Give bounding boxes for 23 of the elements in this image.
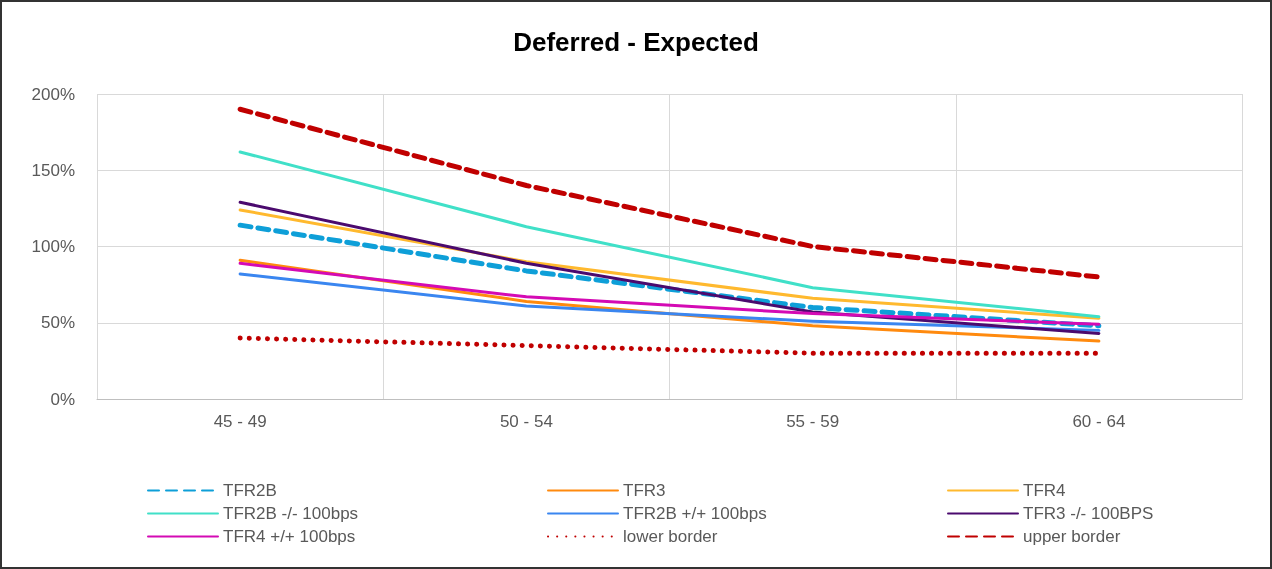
y-tick-label: 100% bbox=[31, 237, 75, 256]
legend-label: TFR4 +/+ 100bps bbox=[223, 527, 356, 546]
y-tick-label: 50% bbox=[40, 313, 75, 333]
line-series bbox=[238, 261, 1101, 326]
legend-label: TFR2B +/+ 100bps bbox=[623, 504, 767, 523]
legend-label: TFR3 -/- 100BPS bbox=[1023, 504, 1154, 523]
line-series bbox=[238, 200, 1101, 335]
legend-label: upper border bbox=[1023, 527, 1121, 546]
x-tick-label: 55 - 59 bbox=[786, 412, 840, 431]
legend-label: lower border bbox=[623, 527, 718, 546]
x-tick-label: 45 - 49 bbox=[213, 412, 267, 431]
x-tick-label: 50 - 54 bbox=[499, 412, 553, 431]
y-tick-label: 0% bbox=[50, 389, 75, 409]
x-tick-label: 60 - 64 bbox=[1072, 412, 1126, 431]
y-tick-label: 150% bbox=[31, 160, 75, 180]
line-series bbox=[238, 272, 1101, 332]
y-tick-label: 200% bbox=[31, 84, 75, 104]
legend-label: TFR4 bbox=[1023, 481, 1066, 500]
legend-label: TFR2B -/- 100bps bbox=[223, 504, 359, 523]
legend-label: TFR3 bbox=[623, 481, 666, 500]
chart-title: Deferred - Expected bbox=[513, 27, 759, 57]
line-series bbox=[238, 150, 1101, 319]
legend-label: TFR2B bbox=[223, 481, 277, 500]
